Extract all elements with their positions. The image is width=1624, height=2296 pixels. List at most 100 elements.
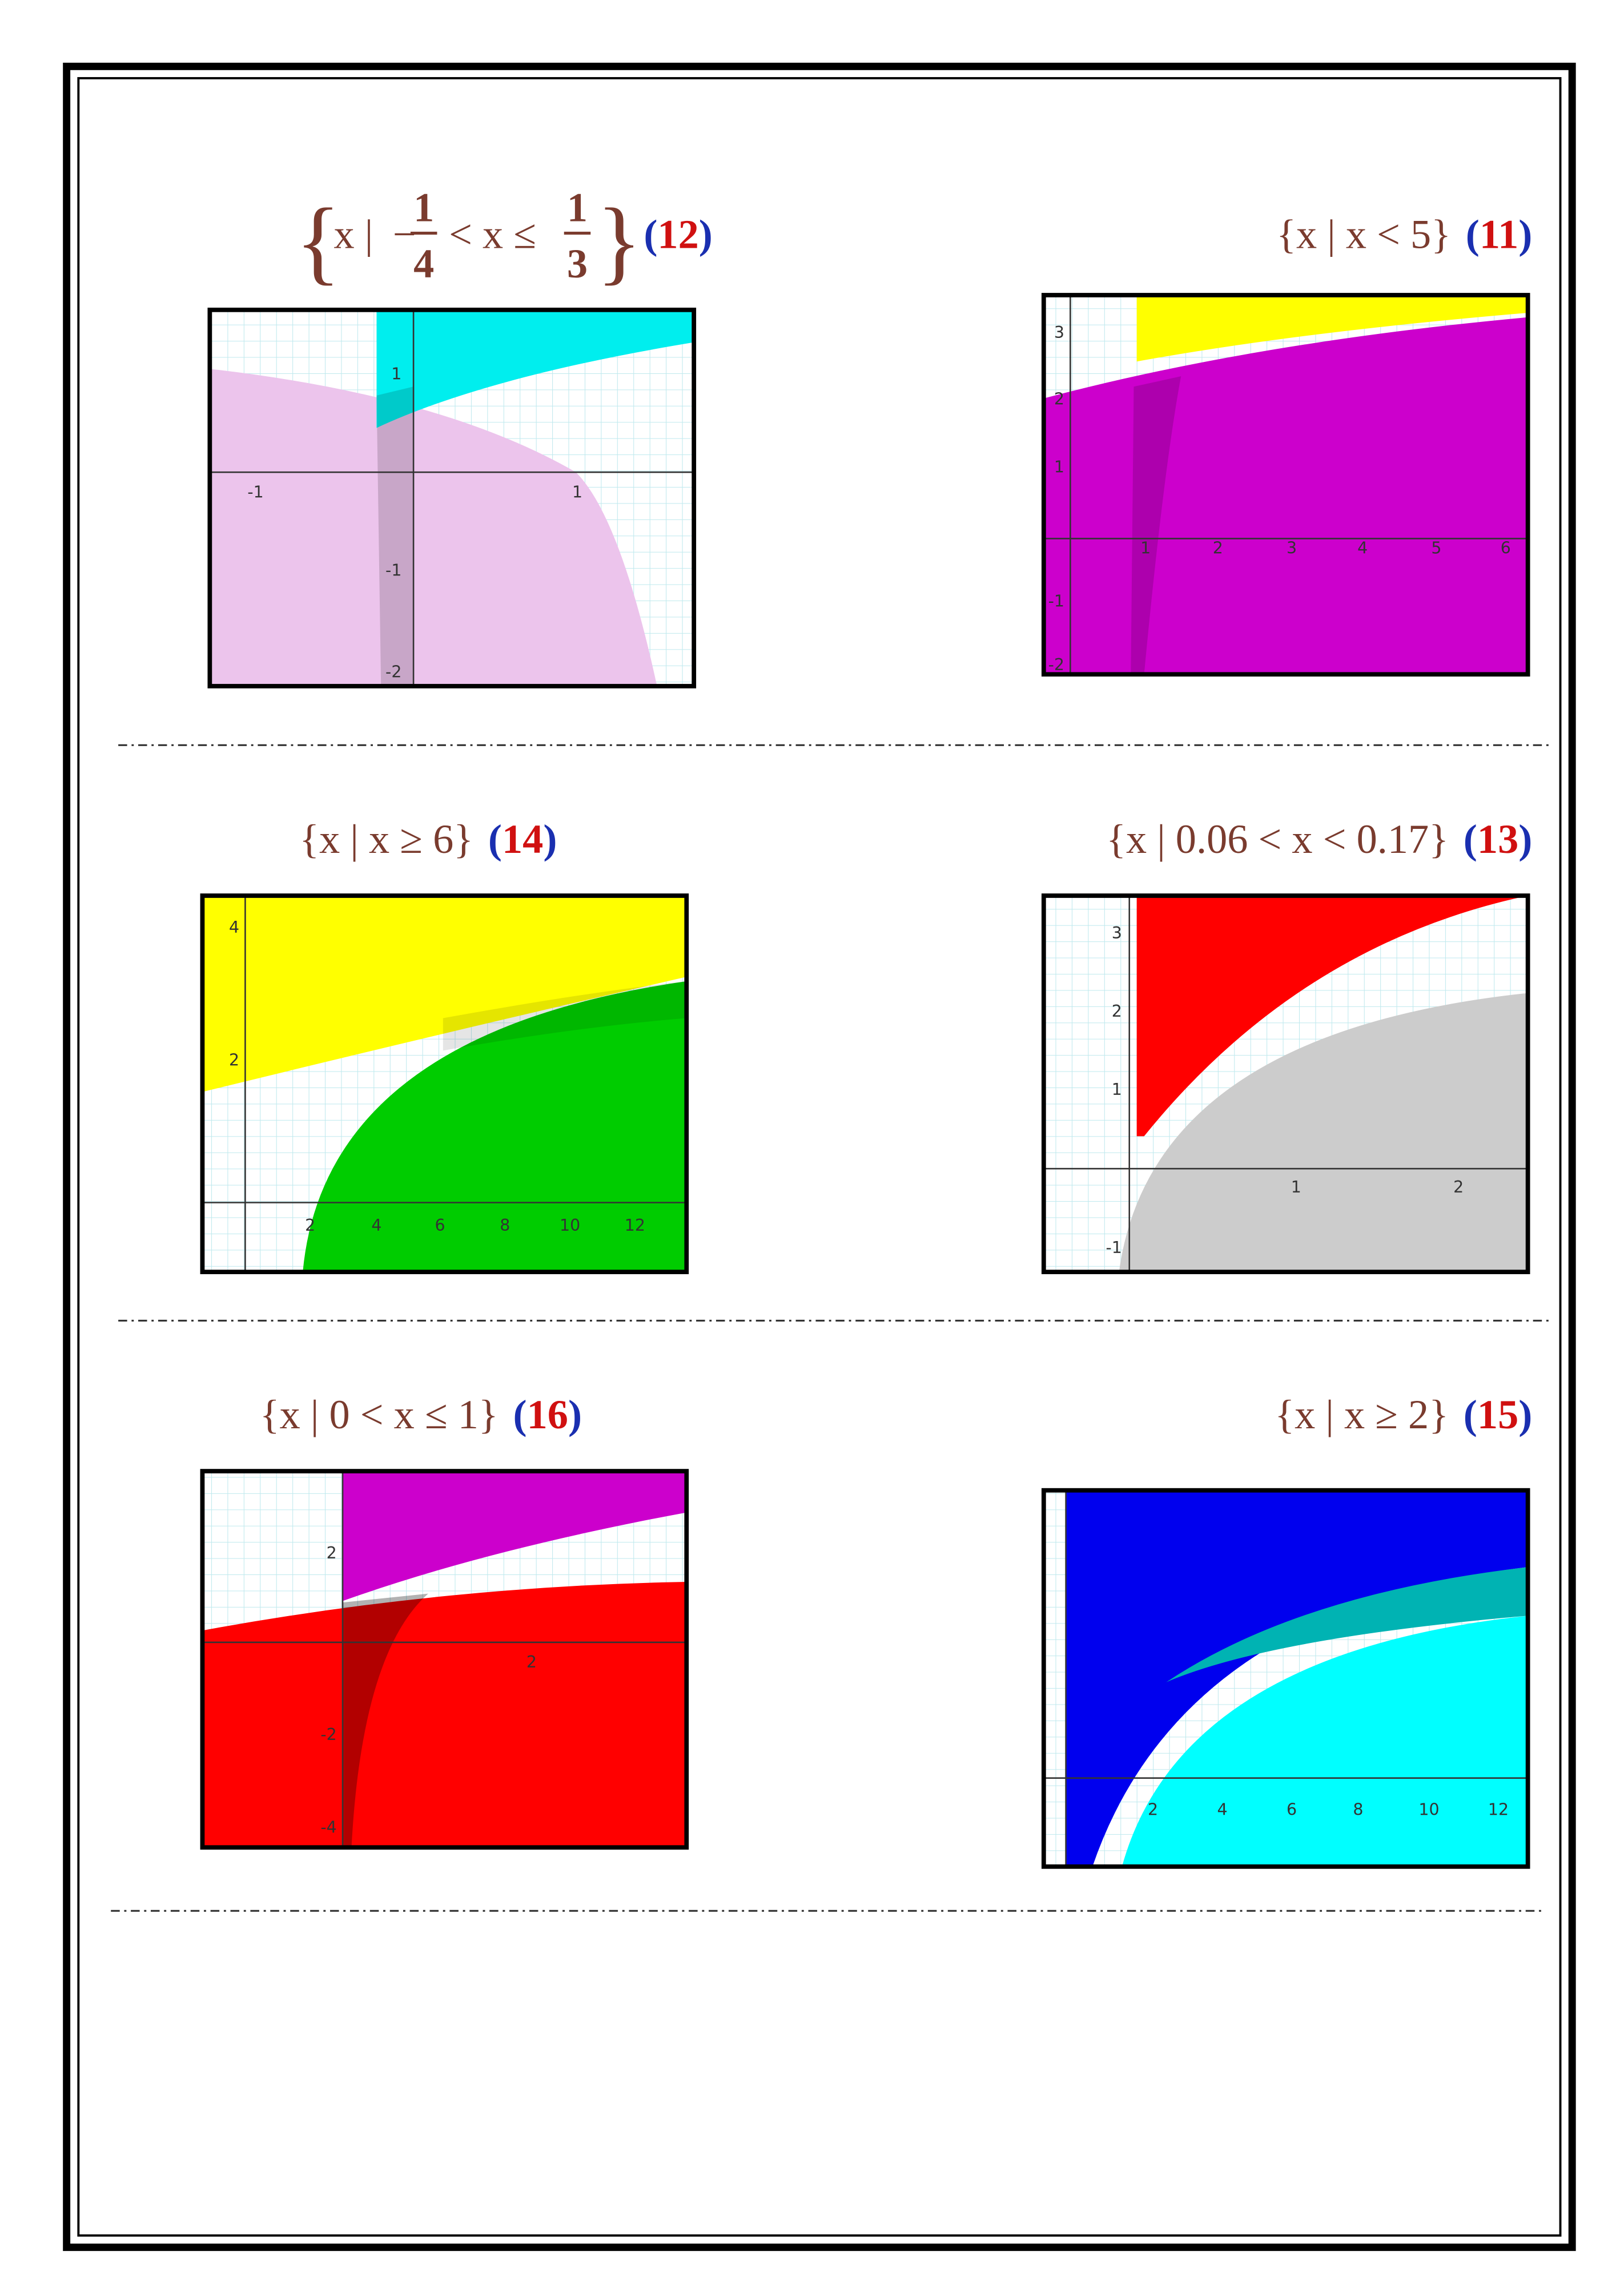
tick-label: -2 [320, 1725, 336, 1744]
problem-title: {x | 0.06 < x < 0.17} (13) [1106, 816, 1532, 862]
problem-number: (12) [644, 211, 713, 257]
tick-label: 2 [1112, 1002, 1122, 1021]
number-open: ( [1464, 1392, 1477, 1437]
graph-frame [200, 893, 689, 1275]
number: 14 [502, 816, 543, 862]
tick-label: 8 [500, 1216, 510, 1235]
shaded-region [343, 1593, 428, 1848]
tick-label: 2 [526, 1653, 537, 1671]
tick-label: 3 [1054, 323, 1064, 342]
number-open: ( [513, 1392, 527, 1437]
answer: {x | x ≥ 6} [299, 816, 473, 862]
tick-label: 1 [572, 482, 582, 501]
fraction-num: 1 [567, 185, 588, 231]
number-close: ) [1518, 1392, 1532, 1437]
inner-border [77, 77, 1562, 2237]
tick-label: 6 [1501, 539, 1511, 558]
tick-label: 1 [1112, 1080, 1122, 1099]
shaded-region [376, 386, 414, 686]
tick-label: -2 [1048, 655, 1064, 674]
tick-label: 3 [1287, 539, 1297, 558]
tick-label: 4 [1217, 1800, 1228, 1819]
tick-label: 6 [435, 1216, 445, 1235]
answer-relation: < x ≤ [449, 211, 536, 257]
shaded-region [343, 1471, 687, 1601]
graph-frame [207, 307, 697, 688]
shaded-region [202, 895, 687, 1092]
tick-label: 12 [1488, 1800, 1509, 1819]
answer: {x | x ≥ 2} [1275, 1392, 1449, 1437]
tick-label: 2 [1054, 389, 1064, 408]
tick-label: -1 [1106, 1238, 1121, 1257]
shaded-region [202, 1581, 687, 1848]
fraction-den: 4 [413, 241, 434, 287]
brace-close: } [597, 189, 642, 293]
tick-label: 2 [1148, 1800, 1158, 1819]
number-open: ( [1464, 816, 1477, 862]
problem: 3 2 1 -1 -2 1 2 3 4 5 6 {x | x < 5} (11) [1041, 211, 1532, 677]
shaded-region [443, 981, 687, 1051]
problem: 3 2 1 -1 1 2 {x | 0.06 < x < 0.17} (13) [1041, 816, 1532, 1275]
tick-label: 3 [1112, 924, 1122, 942]
number-close: ) [543, 816, 557, 862]
answer: {x | 0.06 < x < 0.17} [1106, 816, 1449, 862]
tick-label: 12 [625, 1216, 645, 1235]
fraction-num: 1 [413, 185, 434, 231]
tick-label: 2 [327, 1544, 337, 1562]
tick-label: 1 [391, 365, 401, 384]
tick-label: -4 [320, 1818, 336, 1837]
tick-label: -2 [385, 663, 401, 682]
shaded-region [1131, 376, 1181, 675]
answer: {x | 0 < x ≤ 1} [260, 1392, 499, 1437]
graph-frame [1041, 293, 1530, 677]
tick-label: 2 [1453, 1178, 1464, 1197]
answer-var: x | [334, 211, 373, 257]
shaded-region [1043, 317, 1528, 675]
tick-label: 5 [1431, 539, 1441, 558]
number: 13 [1477, 816, 1518, 862]
answer: {x | x < 5} [1276, 211, 1451, 257]
tick-label: 4 [1357, 539, 1368, 558]
problem-title: {x | x ≥ 2} (15) [1275, 1392, 1532, 1437]
tick-label: 6 [1287, 1800, 1297, 1819]
shaded-region [1119, 993, 1528, 1272]
number: 11 [1480, 211, 1518, 257]
graph-frame [200, 1469, 689, 1850]
brace-open: { [295, 189, 340, 293]
shaded-region [303, 981, 687, 1272]
number-close: ) [699, 211, 713, 257]
shaded-region [1166, 1567, 1528, 1682]
tick-label: 2 [229, 1050, 239, 1069]
tick-label: -1 [247, 482, 263, 501]
number-close: ) [1518, 211, 1532, 257]
shaded-region [376, 309, 694, 428]
shaded-region [1136, 895, 1528, 1137]
problem: 2 4 6 8 10 12 {x | x ≥ 2} (15) [1041, 1392, 1532, 1869]
fraction-den: 3 [567, 241, 588, 287]
problem: 4 2 2 4 6 8 10 12 {x | x ≥ 6} (14) [200, 816, 689, 1275]
shaded-region [1121, 1616, 1528, 1867]
tick-label: 8 [1353, 1800, 1363, 1819]
number-close: ) [568, 1392, 582, 1437]
number-open: ( [1466, 211, 1480, 257]
tick-label: 10 [560, 1216, 580, 1235]
number: 12 [657, 211, 698, 257]
shaded-region [1136, 295, 1528, 362]
graph-frame [1041, 1488, 1530, 1869]
tick-label: -1 [1048, 592, 1064, 611]
tick-label: 10 [1418, 1800, 1439, 1819]
problem: -1 11-1-2{x | −14< x ≤13} (12) [207, 185, 713, 688]
shaded-region [210, 369, 657, 686]
tick-label: 4 [371, 1216, 381, 1235]
problem-title: {x | x < 5} (11) [1276, 211, 1532, 257]
number: 15 [1477, 1392, 1518, 1437]
problem-title: {x | 0 < x ≤ 1} (16) [260, 1392, 582, 1437]
number: 16 [527, 1392, 568, 1437]
shaded-region [1066, 1490, 1528, 1867]
tick-label: 4 [229, 918, 239, 937]
graph-frame [1041, 893, 1530, 1275]
number-open: ( [644, 211, 657, 257]
problem-title: {x | x ≥ 6} (14) [299, 816, 557, 862]
number-open: ( [488, 816, 502, 862]
